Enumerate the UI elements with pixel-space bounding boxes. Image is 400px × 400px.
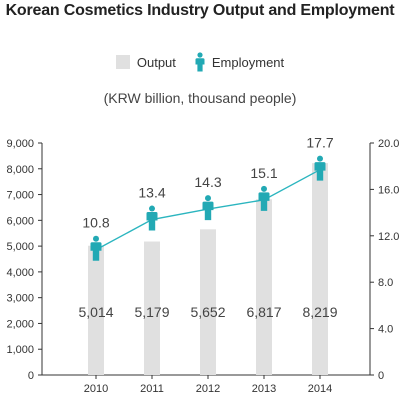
person-icon — [146, 205, 158, 231]
output-value-label: 8,219 — [302, 304, 337, 320]
right-axis-tick-label: 16.0 — [378, 184, 399, 196]
person-icon-body — [90, 242, 102, 261]
person-icon-head — [149, 205, 155, 212]
employment-value-label: 15.1 — [250, 165, 277, 181]
left-axis-tick-label: 7,000 — [6, 190, 34, 202]
legend-output-label: Output — [136, 54, 176, 70]
output-value-label: 5,652 — [190, 304, 225, 320]
x-axis-tick-label: 2011 — [140, 383, 164, 395]
employment-value-label: 17.7 — [306, 135, 333, 151]
person-icon-body — [146, 212, 158, 231]
output-bar — [312, 163, 328, 375]
left-axis-tick-label: 9,000 — [6, 138, 34, 150]
person-icon-head — [317, 155, 323, 162]
person-icon — [258, 185, 270, 211]
x-axis-tick-label: 2012 — [196, 383, 220, 395]
right-axis-tick-label: 0 — [378, 370, 384, 382]
output-bar — [88, 245, 104, 375]
employment-value-label: 10.8 — [82, 215, 109, 231]
chart-title: Korean Cosmetics Industry Output and Emp… — [5, 2, 395, 19]
x-axis-tick-label: 2013 — [252, 383, 276, 395]
left-axis-tick-label: 2,000 — [6, 318, 34, 330]
output-value-label: 5,014 — [78, 304, 113, 320]
person-icon — [90, 235, 102, 261]
employment-value-label: 14.3 — [194, 174, 221, 190]
chart-subtitle: (KRW billion, thousand people) — [103, 90, 297, 106]
output-value-label: 5,179 — [134, 304, 169, 320]
legend-output-swatch — [115, 55, 130, 69]
output-value-label: 6,817 — [246, 304, 281, 320]
person-icon-body — [202, 201, 214, 221]
person-icon-head — [205, 195, 211, 202]
x-axis-tick-label: 2010 — [84, 383, 108, 395]
right-axis-tick-label: 12.0 — [378, 231, 399, 243]
x-axis-tick-label: 2014 — [308, 383, 332, 395]
right-axis-tick-label: 20.0 — [378, 138, 399, 150]
person-icon-body — [314, 162, 326, 181]
legend-employment-label: Employment — [211, 54, 285, 70]
left-axis-tick-label: 0 — [28, 370, 34, 382]
output-bar — [256, 199, 272, 375]
left-axis-tick-label: 5,000 — [6, 241, 34, 253]
legend-item-employment: Employment — [194, 52, 284, 72]
left-axis-tick-label: 8,000 — [6, 164, 34, 176]
person-icon — [202, 195, 214, 221]
person-icon — [314, 155, 326, 181]
left-axis-tick-label: 1,000 — [6, 344, 34, 356]
left-axis-tick-label: 6,000 — [6, 215, 34, 227]
employment-value-label: 13.4 — [138, 185, 165, 201]
left-axis-tick-label: 4,000 — [6, 267, 34, 279]
person-icon-body — [258, 192, 270, 211]
legend-item-output: Output — [115, 54, 176, 70]
legend: Output Employment — [0, 52, 400, 72]
left-axis-tick-label: 3,000 — [6, 293, 34, 305]
right-axis-tick-label: 8.0 — [378, 277, 393, 289]
output-bar — [144, 241, 160, 375]
person-icon-head — [93, 235, 99, 242]
person-icon — [195, 52, 205, 72]
output-bar — [200, 229, 216, 375]
person-icon-head — [261, 185, 267, 192]
right-axis-tick-label: 4.0 — [378, 324, 393, 336]
